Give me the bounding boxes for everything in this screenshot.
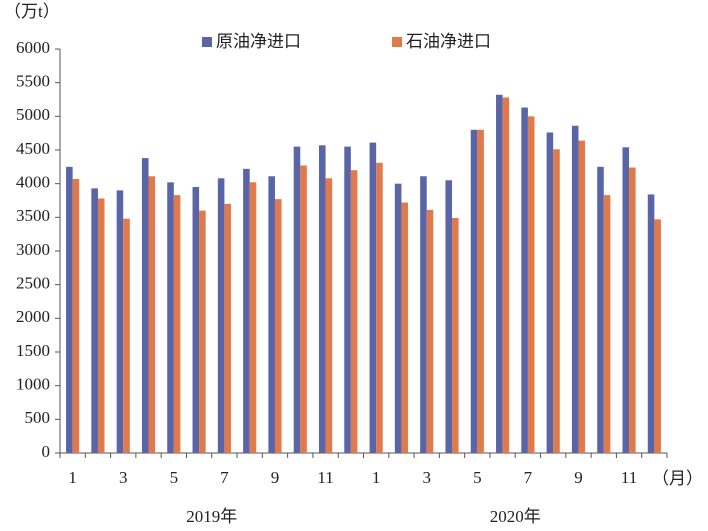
bar xyxy=(148,176,156,453)
bar xyxy=(274,199,282,453)
bar xyxy=(527,116,535,453)
bar xyxy=(91,188,98,453)
bar xyxy=(452,218,459,453)
bar xyxy=(249,182,257,453)
bar xyxy=(325,178,333,453)
bar xyxy=(622,147,630,453)
bar xyxy=(553,149,560,453)
bar xyxy=(199,210,206,453)
y-tick-label: 2500 xyxy=(16,274,50,293)
y-unit: （万t） xyxy=(4,2,60,21)
bar xyxy=(369,142,377,454)
legend-label: 石油净进口 xyxy=(406,32,491,51)
x-tick-label: 3 xyxy=(119,468,128,487)
bar xyxy=(546,132,554,453)
bar xyxy=(243,168,250,453)
bar xyxy=(445,180,453,454)
legend-swatch xyxy=(392,37,402,47)
bar xyxy=(318,145,326,453)
y-tick-label: 1500 xyxy=(16,341,50,360)
x-tick-label: 9 xyxy=(574,468,583,487)
y-tick-label: 4000 xyxy=(16,173,50,192)
bar xyxy=(268,176,275,453)
y-tick-label: 0 xyxy=(42,442,51,461)
bar xyxy=(502,97,510,453)
x-tick-label: 5 xyxy=(170,468,179,487)
y-tick-label: 500 xyxy=(25,408,51,427)
bar xyxy=(192,187,200,454)
y-tick-label: 6000 xyxy=(16,38,50,57)
bar xyxy=(344,146,351,453)
bar xyxy=(521,107,528,453)
bar xyxy=(72,178,80,453)
bar xyxy=(647,194,655,453)
bar xyxy=(420,176,427,453)
y-tick-label: 2000 xyxy=(16,307,50,326)
bar xyxy=(66,166,73,454)
bar xyxy=(300,165,307,453)
y-tick-label: 4500 xyxy=(16,139,50,158)
y-tick-label: 5000 xyxy=(16,105,50,124)
bar xyxy=(224,203,231,453)
bar xyxy=(629,167,636,454)
bar xyxy=(496,94,503,453)
bar xyxy=(654,219,661,453)
y-tick-label: 5500 xyxy=(16,72,50,91)
bar xyxy=(116,190,124,453)
legend-label: 原油净进口 xyxy=(216,32,301,51)
bar xyxy=(141,158,149,453)
legend-swatch xyxy=(202,37,212,47)
x-tick-label: 9 xyxy=(271,468,280,487)
bar xyxy=(603,195,611,453)
bar xyxy=(376,162,383,453)
x-tick-label: 5 xyxy=(473,468,482,487)
x-group-label: 2020年 xyxy=(490,507,541,526)
x-tick-label: 7 xyxy=(524,468,533,487)
x-tick-label: 1 xyxy=(372,468,381,487)
bar xyxy=(293,146,301,453)
x-unit: （月） xyxy=(652,469,703,488)
bar xyxy=(470,129,478,454)
bar xyxy=(173,195,181,453)
bar xyxy=(217,178,225,453)
x-tick-label: 1 xyxy=(68,468,77,487)
bar xyxy=(578,140,586,453)
y-tick-label: 3000 xyxy=(16,240,50,259)
x-tick-label: 11 xyxy=(621,468,637,487)
x-tick-label: 3 xyxy=(422,468,431,487)
bar xyxy=(426,209,434,453)
x-tick-label: 7 xyxy=(220,468,229,487)
bar xyxy=(350,170,358,453)
bar xyxy=(571,125,579,453)
bar xyxy=(97,198,105,453)
y-tick-label: 1000 xyxy=(16,375,50,394)
bar xyxy=(123,218,130,453)
x-group-label: 2019年 xyxy=(186,507,237,526)
x-tick-label: 11 xyxy=(317,468,333,487)
bar xyxy=(401,202,409,453)
bar xyxy=(394,183,402,453)
bar xyxy=(167,182,174,453)
y-tick-label: 3500 xyxy=(16,206,50,225)
bar xyxy=(477,129,484,454)
bar xyxy=(597,166,604,454)
